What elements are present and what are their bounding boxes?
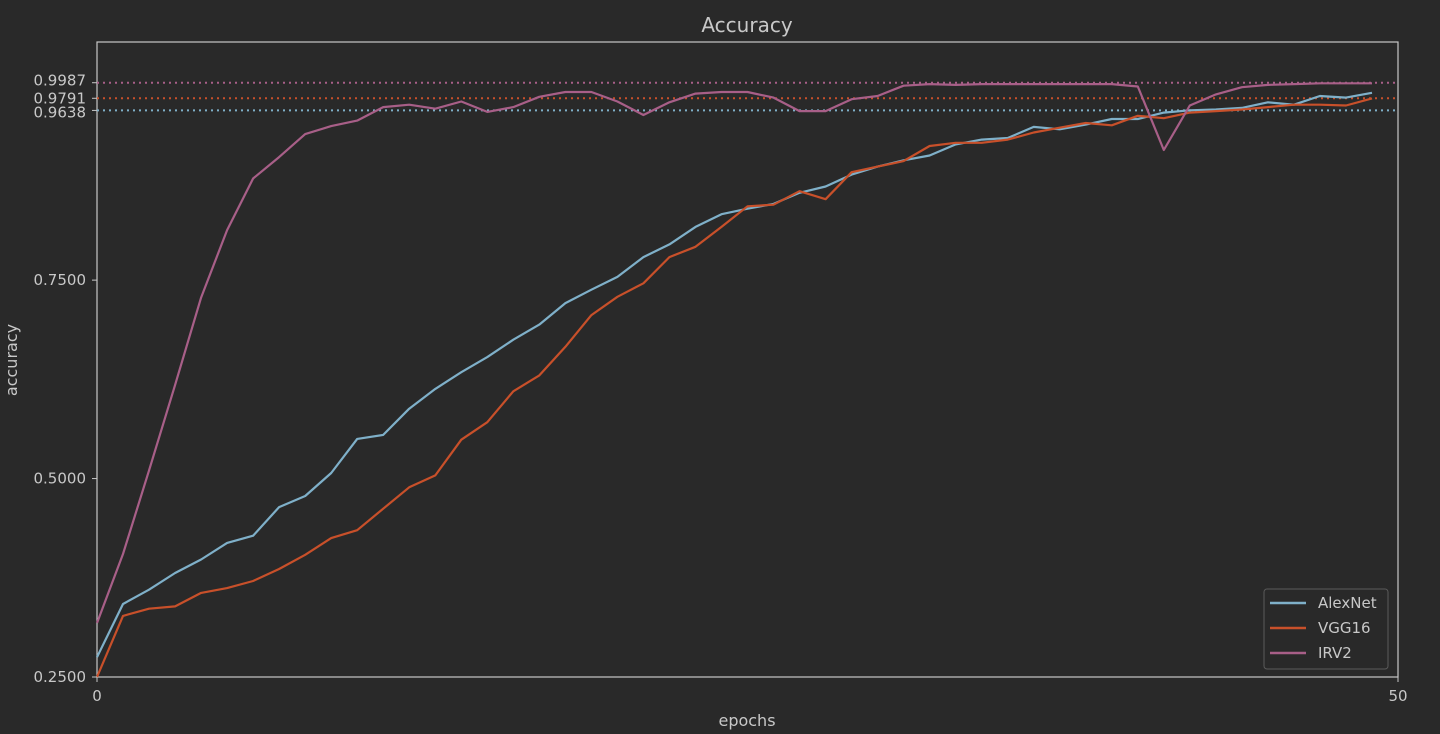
chart-title: Accuracy <box>701 13 792 37</box>
y-tick-label: 0.9987 <box>34 72 87 90</box>
series-line-irv2 <box>95 82 1372 624</box>
legend: AlexNet VGG16 IRV2 <box>1263 588 1389 670</box>
series-line-vgg16 <box>95 97 1373 678</box>
y-tick-label: 0.9791 <box>34 89 87 107</box>
x-axis-label: epochs <box>718 711 775 730</box>
legend-label-vgg16: VGG16 <box>1318 619 1371 637</box>
y-axis-label: accuracy <box>2 324 21 396</box>
plot-frame <box>96 41 1399 678</box>
y-tick-label: 0.9638 <box>34 103 87 121</box>
legend-box <box>1263 588 1389 670</box>
max-reference-lines <box>97 81 1398 112</box>
series-lines <box>95 82 1373 678</box>
series-line-alexnet <box>96 91 1373 658</box>
legend-label-alexnet: AlexNet <box>1318 594 1377 612</box>
x-axis-ticks: 0 50 <box>92 677 1408 705</box>
y-tick-label: 0.5000 <box>34 470 87 488</box>
legend-label-irv2: IRV2 <box>1318 644 1352 662</box>
x-tick-label: 0 <box>92 687 102 705</box>
y-tick-label: 0.7500 <box>34 271 87 289</box>
y-tick-label: 0.2500 <box>34 668 87 686</box>
x-tick-label: 50 <box>1388 687 1407 705</box>
